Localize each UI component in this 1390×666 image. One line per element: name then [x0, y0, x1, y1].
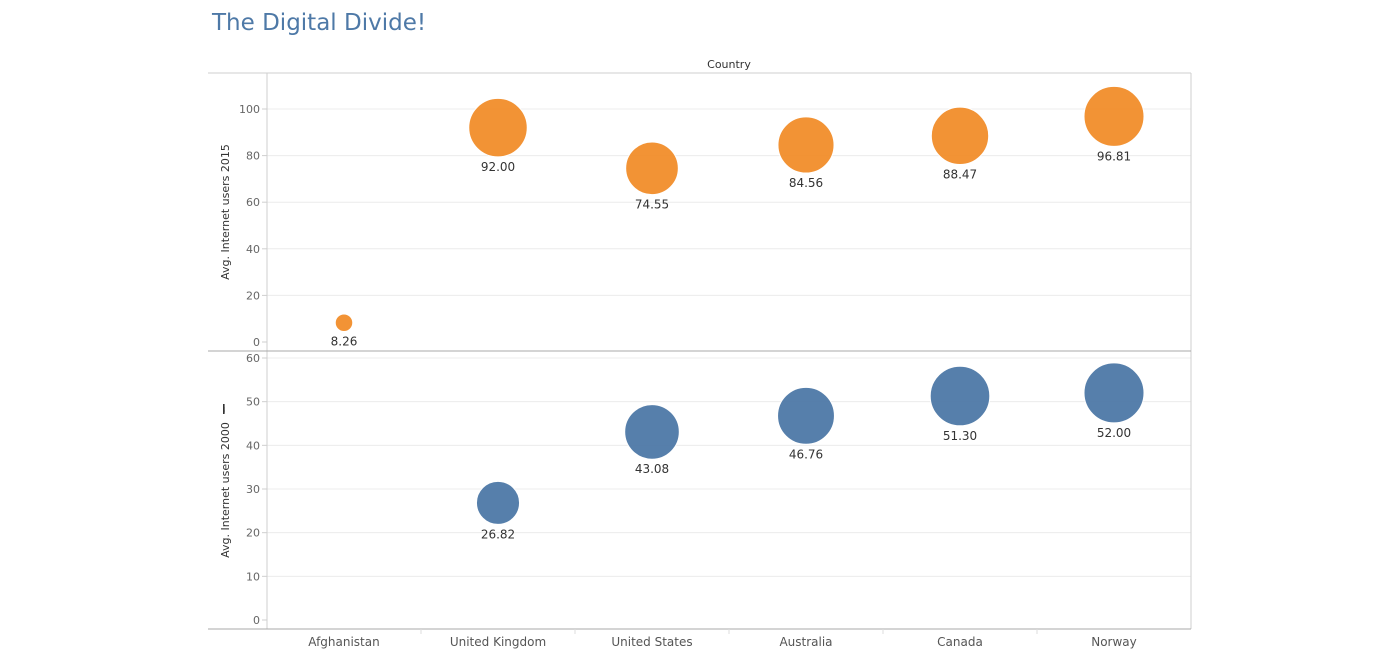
y-tick-label: 60 [246, 196, 260, 209]
column-header: Country [707, 58, 751, 71]
chart-title: The Digital Divide! [212, 10, 427, 36]
y-tick-label: 0 [253, 336, 260, 349]
y-tick-label: 80 [246, 150, 260, 163]
x-tick-label: Norway [1091, 635, 1137, 649]
x-tick-label: Canada [937, 635, 983, 649]
y-tick-label: 60 [246, 352, 260, 365]
y-tick-label: 30 [246, 483, 260, 496]
data-label: 46.76 [789, 447, 823, 461]
bubble-united-states [625, 141, 679, 196]
data-label: 51.30 [943, 429, 977, 443]
y-tick-label: 100 [239, 103, 260, 116]
y-tick-label: 20 [246, 289, 260, 302]
data-label: 74.55 [635, 198, 669, 212]
y-tick-label: 20 [246, 527, 260, 540]
bubble-canada [930, 106, 990, 166]
data-label: 8.26 [331, 335, 358, 349]
data-label: 26.82 [481, 527, 515, 541]
y-tick-label: 0 [253, 614, 260, 627]
bubble-united-kingdom [475, 480, 521, 525]
data-label: 96.81 [1097, 149, 1131, 163]
data-label: 52.00 [1097, 426, 1131, 440]
x-tick-label: United States [611, 635, 692, 649]
data-label: 84.56 [789, 176, 823, 190]
bubble-united-states [624, 404, 680, 460]
bubble-norway [1083, 362, 1145, 424]
y-axis-title: Avg. Internet users 2000 [219, 422, 232, 558]
y-tick-label: 10 [246, 570, 260, 583]
data-label: 88.47 [943, 168, 977, 182]
x-tick-label: Afghanistan [308, 635, 379, 649]
data-label: 43.08 [635, 462, 669, 476]
bubble-canada [929, 365, 991, 427]
y-tick-label: 40 [246, 243, 260, 256]
bubble-australia [777, 116, 835, 174]
x-tick-label: United Kingdom [450, 635, 546, 649]
bubble-australia [777, 386, 835, 445]
y-axis-title: Avg. Internet users 2015 [219, 144, 232, 280]
data-label: 92.00 [481, 160, 515, 174]
bubble-united-kingdom [468, 97, 528, 158]
bubble-afghanistan [334, 313, 354, 333]
bubble-norway [1083, 85, 1145, 147]
y-tick-label: 40 [246, 439, 260, 452]
y-tick-label: 50 [246, 396, 260, 409]
sort-indicator-icon [223, 410, 225, 414]
x-tick-label: Australia [779, 635, 832, 649]
